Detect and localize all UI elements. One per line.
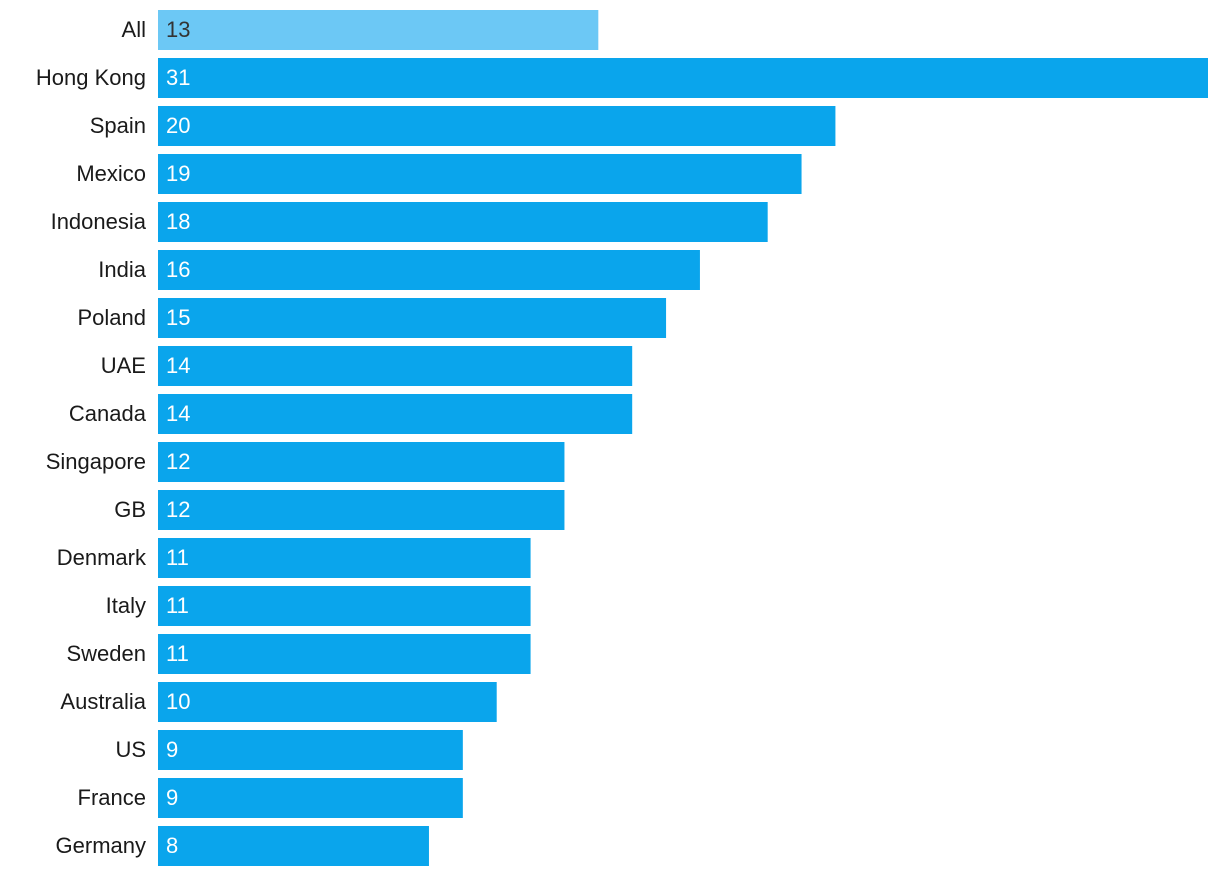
value-label: 11 <box>166 545 189 570</box>
value-label: 12 <box>166 497 190 522</box>
value-label: 18 <box>166 209 190 234</box>
bar <box>158 298 667 338</box>
category-label: Germany <box>56 833 146 858</box>
bar <box>158 490 565 530</box>
category-label: GB <box>114 497 146 522</box>
category-label: India <box>98 257 146 282</box>
category-label: Spain <box>90 113 146 138</box>
category-label: Canada <box>69 401 147 426</box>
value-label: 13 <box>166 17 190 42</box>
category-label: Indonesia <box>51 209 147 234</box>
value-label: 15 <box>166 305 190 330</box>
bar <box>158 250 700 290</box>
category-label: Sweden <box>66 641 146 666</box>
value-label: 19 <box>166 161 190 186</box>
value-label: 14 <box>166 353 190 378</box>
bar <box>158 442 565 482</box>
category-label: Singapore <box>46 449 146 474</box>
value-label: 8 <box>166 833 178 858</box>
bar <box>158 346 633 386</box>
bar <box>158 394 633 434</box>
category-label: Italy <box>106 593 146 618</box>
bar <box>158 586 531 626</box>
value-label: 9 <box>166 737 178 762</box>
category-label: Denmark <box>57 545 147 570</box>
value-label: 20 <box>166 113 190 138</box>
bar <box>158 58 1208 98</box>
value-label: 16 <box>166 257 190 282</box>
bar <box>158 154 802 194</box>
category-label: Poland <box>77 305 146 330</box>
value-label: 11 <box>166 641 189 666</box>
value-label: 10 <box>166 689 190 714</box>
bar <box>158 778 463 818</box>
category-label: All <box>122 17 146 42</box>
category-label: Mexico <box>76 161 146 186</box>
bar <box>158 682 497 722</box>
bar <box>158 10 599 50</box>
bar <box>158 202 768 242</box>
value-label: 14 <box>166 401 190 426</box>
value-label: 12 <box>166 449 190 474</box>
value-label: 11 <box>166 593 189 618</box>
category-label: Hong Kong <box>36 65 146 90</box>
category-label: Australia <box>60 689 146 714</box>
bar <box>158 538 531 578</box>
bar <box>158 826 429 866</box>
value-label: 31 <box>166 65 190 90</box>
category-label: UAE <box>101 353 146 378</box>
bar <box>158 634 531 674</box>
category-label: France <box>78 785 146 810</box>
bar <box>158 730 463 770</box>
bar <box>158 106 836 146</box>
value-label: 9 <box>166 785 178 810</box>
category-label: US <box>115 737 146 762</box>
